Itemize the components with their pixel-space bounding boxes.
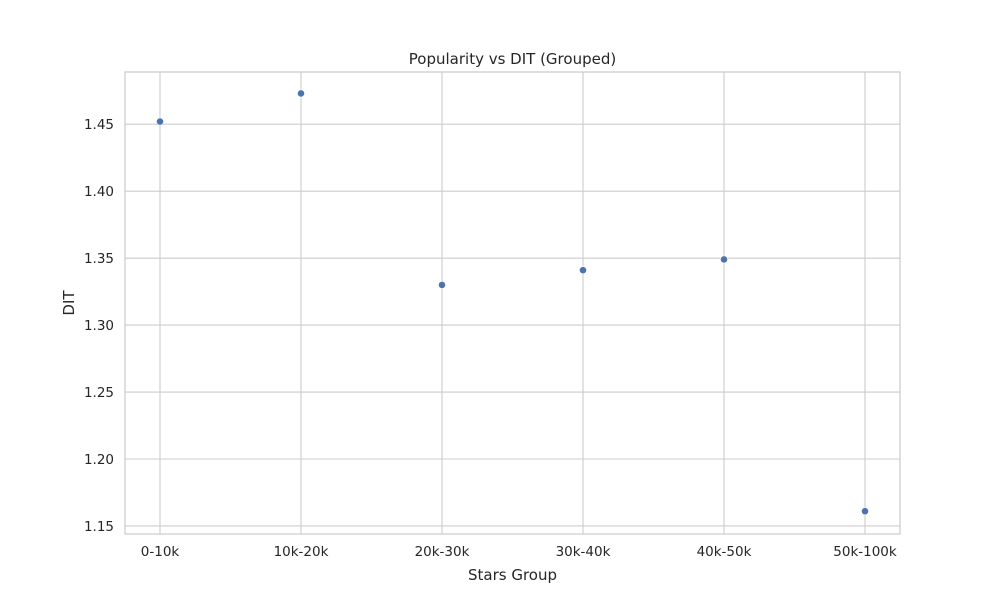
y-tick-label: 1.40 [84,184,114,200]
data-point [579,266,587,275]
y-tick-label: 1.25 [84,385,114,401]
data-point [720,255,728,264]
y-tick-label: 1.30 [84,318,114,334]
data-points [156,89,869,516]
y-tick-label: 1.45 [84,117,114,133]
y-tick-label: 1.35 [84,251,114,267]
x-tick-label: 30k-40k [556,544,611,560]
chart-title: Popularity vs DIT (Grouped) [409,50,616,68]
x-tick-label: 10k-20k [274,544,329,560]
y-tick-label: 1.20 [84,452,114,468]
y-tick-labels: 1.15 1.20 1.25 1.30 1.35 1.40 1.45 [84,117,114,535]
data-point [861,507,869,516]
y-axis-label: DIT [60,290,78,316]
x-tick-labels: 0-10k 10k-20k 20k-30k 30k-40k 40k-50k 50k-100… [141,544,897,560]
x-tick-label: 0-10k [141,544,180,560]
x-tick-label: 20k-30k [415,544,470,560]
grid-lines [125,72,900,534]
x-axis-label: Stars Group [468,566,557,584]
y-tick-label: 1.15 [84,519,114,535]
plot-frame [124,71,901,535]
x-tick-label: 50k-100k [833,544,897,560]
data-point [156,117,164,126]
data-point [438,281,446,289]
x-tick-label: 40k-50k [697,544,752,560]
data-point [297,89,305,98]
